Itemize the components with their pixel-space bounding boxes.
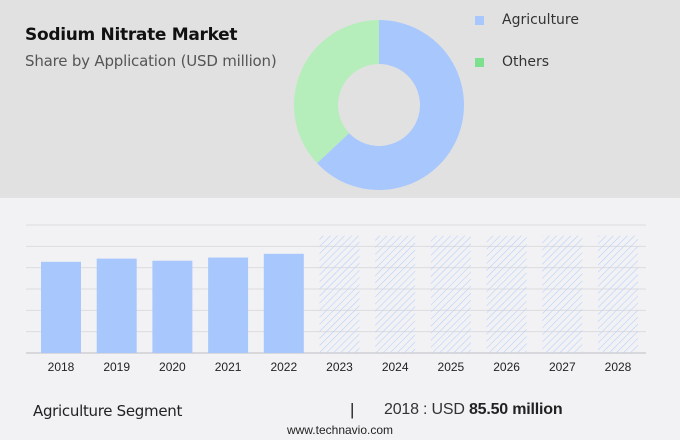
x-tick-label: 2023 <box>326 360 353 374</box>
segment-value-amount: 85.50 million <box>468 401 563 418</box>
x-tick-label: 2019 <box>103 360 131 374</box>
x-tick-label: 2020 <box>159 360 186 374</box>
bar-2024 <box>375 235 416 353</box>
legend-label: Others <box>502 54 550 70</box>
bar-2026 <box>486 235 527 353</box>
x-tick-label: 2027 <box>548 360 576 374</box>
donut-slice-others <box>294 20 379 164</box>
bar-2027 <box>542 235 583 353</box>
bar-2025 <box>430 235 471 353</box>
bar-2018 <box>41 261 81 353</box>
legend-swatch-agriculture <box>475 15 484 25</box>
segment-value-prefix: 2018 : USD <box>384 401 465 418</box>
donut-slice-agriculture <box>317 20 464 191</box>
x-tick-label: 2024 <box>381 360 409 374</box>
segment-value: 2018 : USD 85.50 million <box>384 401 563 419</box>
x-tick-label: 2018 <box>47 360 75 374</box>
bar-2020 <box>152 260 193 353</box>
x-tick-label: 2021 <box>214 360 242 374</box>
footer-separator: | <box>350 400 355 419</box>
donut-chart <box>294 20 464 191</box>
bar-2023 <box>319 235 360 353</box>
bar-2022 <box>263 253 304 353</box>
chart-title: Sodium Nitrate Market <box>25 25 238 45</box>
legend-swatch-others <box>475 57 484 67</box>
x-tick-label: 2025 <box>437 360 465 374</box>
x-tick-label: 2028 <box>604 360 632 374</box>
bar-2019 <box>96 258 137 353</box>
x-tick-label: 2026 <box>493 360 520 374</box>
segment-label: Agriculture Segment <box>33 402 183 420</box>
source-url: www.technavio.com <box>286 423 394 437</box>
x-tick-label: 2022 <box>270 360 298 374</box>
bar-2028 <box>598 235 638 353</box>
bar-2021 <box>208 257 249 353</box>
legend-label: Agriculture <box>502 12 579 28</box>
bar-chart <box>26 224 646 354</box>
chart-subtitle: Share by Application (USD million) <box>25 52 277 70</box>
legend-item-others: Others <box>475 54 549 70</box>
legend-item-agriculture: Agriculture <box>475 12 579 28</box>
